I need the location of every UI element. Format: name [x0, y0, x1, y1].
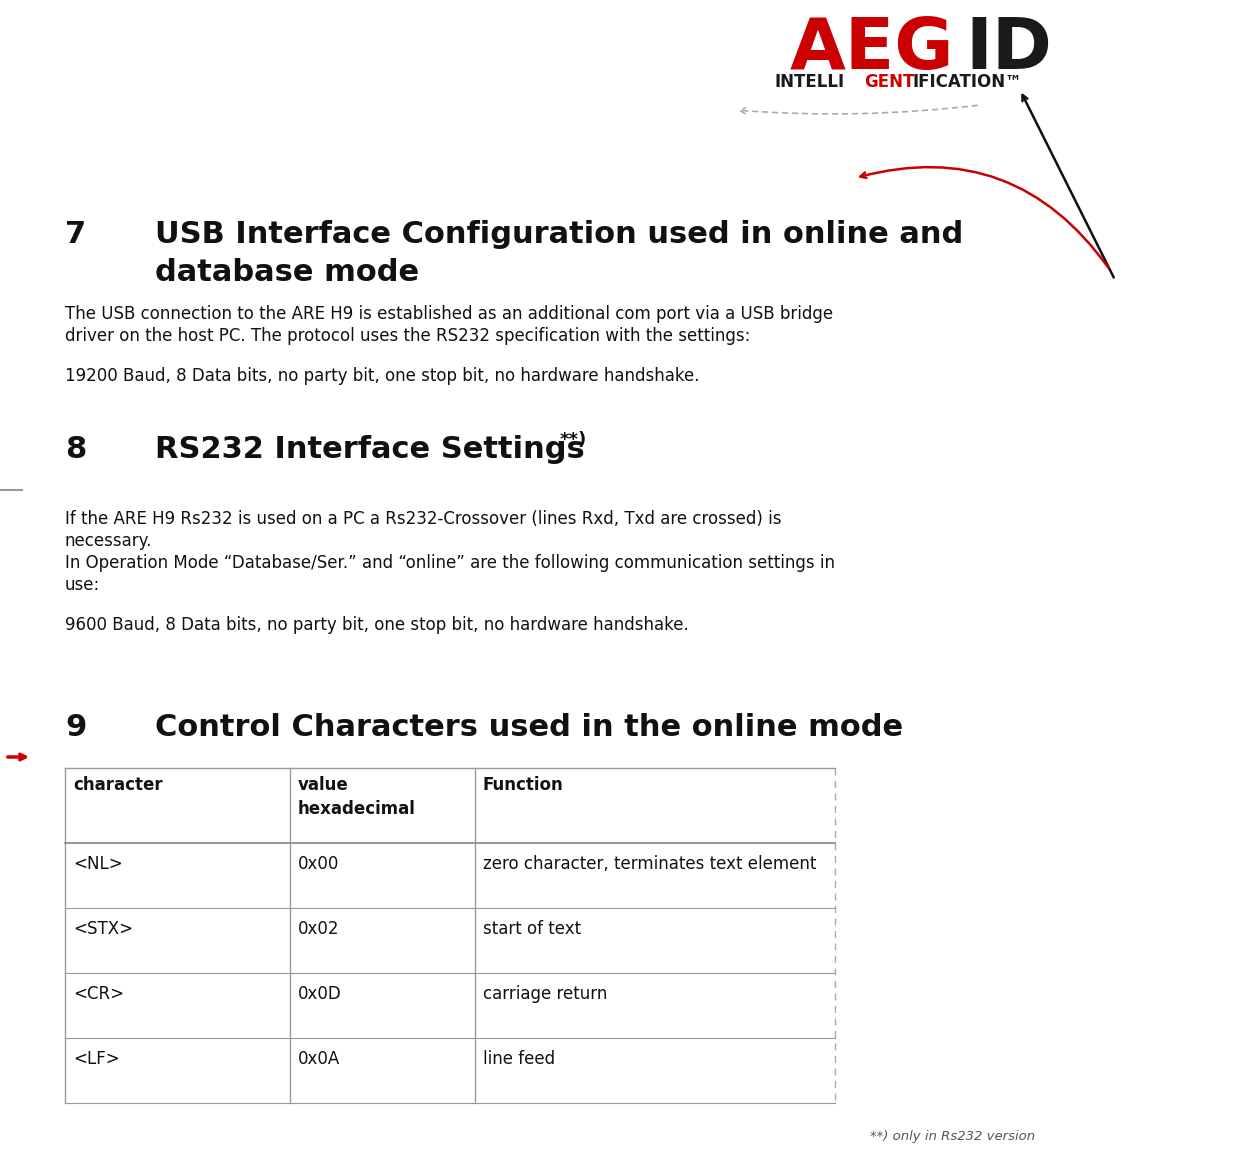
Text: Function: Function	[484, 776, 564, 794]
Text: **): **)	[560, 431, 588, 449]
Text: Control Characters used in the online mode: Control Characters used in the online mo…	[155, 713, 903, 742]
Text: INTELLI: INTELLI	[775, 74, 846, 91]
Text: The USB connection to the ARE H9 is established as an additional com port via a : The USB connection to the ARE H9 is esta…	[64, 305, 833, 323]
Text: In Operation Mode “Database/Ser.” and “online” are the following communication s: In Operation Mode “Database/Ser.” and “o…	[64, 554, 835, 572]
Text: start of text: start of text	[484, 920, 582, 938]
Text: 0x0D: 0x0D	[298, 985, 342, 1002]
Text: 19200 Baud, 8 Data bits, no party bit, one stop bit, no hardware handshake.: 19200 Baud, 8 Data bits, no party bit, o…	[64, 366, 699, 385]
Text: driver on the host PC. The protocol uses the RS232 specification with the settin: driver on the host PC. The protocol uses…	[64, 327, 750, 345]
Text: <CR>: <CR>	[73, 985, 124, 1002]
Text: ID: ID	[965, 15, 1052, 84]
Text: zero character, terminates text element: zero character, terminates text element	[484, 855, 816, 873]
Text: 7: 7	[64, 221, 86, 249]
Text: IFICATION™: IFICATION™	[911, 74, 1022, 91]
Text: RS232 Interface Settings: RS232 Interface Settings	[155, 435, 585, 464]
Text: database mode: database mode	[155, 258, 419, 287]
Text: <LF>: <LF>	[73, 1050, 120, 1068]
Text: 9: 9	[64, 713, 87, 742]
Text: AEG: AEG	[790, 15, 955, 84]
Text: If the ARE H9 Rs232 is used on a PC a Rs232-Crossover (lines Rxd, Txd are crosse: If the ARE H9 Rs232 is used on a PC a Rs…	[64, 510, 781, 527]
Text: <STX>: <STX>	[73, 920, 133, 938]
Text: GENT: GENT	[864, 74, 914, 91]
Text: <NL>: <NL>	[73, 855, 123, 873]
Text: 9600 Baud, 8 Data bits, no party bit, one stop bit, no hardware handshake.: 9600 Baud, 8 Data bits, no party bit, on…	[64, 616, 688, 634]
Text: 0x0A: 0x0A	[298, 1050, 340, 1068]
Text: 0x00: 0x00	[298, 855, 340, 873]
Text: carriage return: carriage return	[484, 985, 608, 1002]
Text: USB Interface Configuration used in online and: USB Interface Configuration used in onli…	[155, 221, 963, 249]
Text: 8: 8	[64, 435, 87, 464]
Text: line feed: line feed	[484, 1050, 556, 1068]
Text: use:: use:	[64, 576, 100, 594]
Text: value
hexadecimal: value hexadecimal	[298, 776, 415, 818]
Text: **) only in Rs232 version: **) only in Rs232 version	[870, 1130, 1035, 1142]
Text: character: character	[73, 776, 162, 794]
Text: 0x02: 0x02	[298, 920, 340, 938]
Text: necessary.: necessary.	[64, 532, 153, 550]
